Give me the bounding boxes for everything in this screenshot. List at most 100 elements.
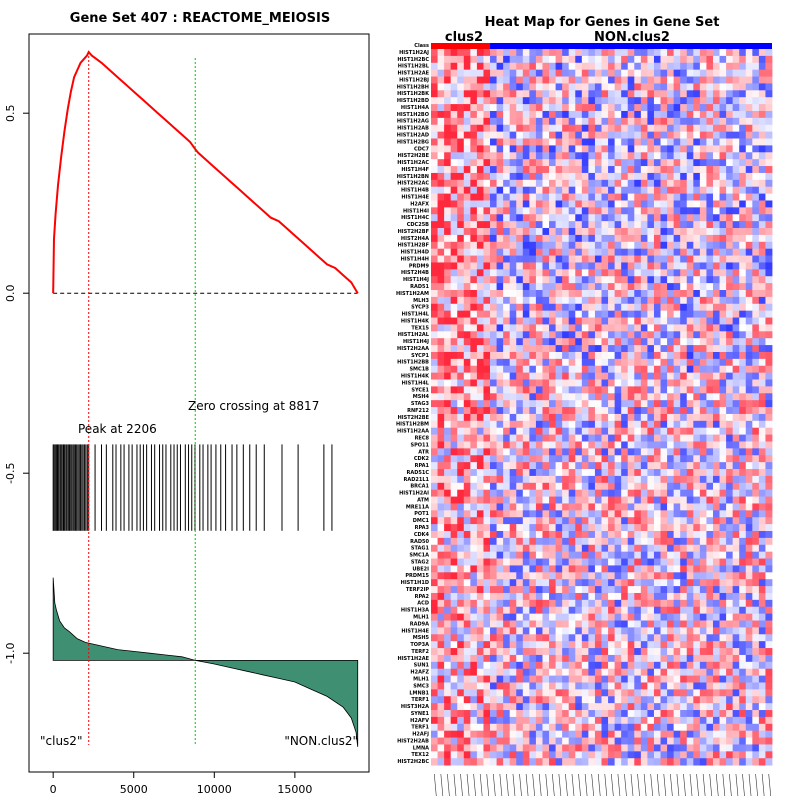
heatmap-cell (745, 83, 753, 91)
heatmap-cell (594, 365, 602, 374)
heatmap-cell (535, 104, 543, 112)
heatmap-cell (444, 324, 452, 332)
heatmap-cell (712, 110, 720, 119)
heatmap-cell (509, 482, 517, 491)
heatmap-cell (614, 634, 622, 642)
heatmap-cell (509, 496, 517, 504)
heatmap-cell (503, 234, 511, 243)
heatmap-cell (673, 668, 681, 676)
heatmap-cell (706, 682, 714, 690)
heatmap-cell (745, 510, 753, 518)
heatmap-cell (535, 689, 543, 697)
heatmap-cell (581, 537, 589, 546)
heatmap-cell (608, 138, 616, 146)
heatmap-cell (699, 138, 707, 146)
heatmap-cell (752, 634, 760, 642)
heatmap-cell (457, 592, 465, 601)
heatmap-cell (614, 606, 622, 615)
heatmap-cell (437, 193, 445, 201)
heatmap-cell (450, 592, 458, 601)
heatmap-cell (601, 193, 609, 201)
heatmap-cell (549, 207, 556, 215)
heatmap-cell (483, 138, 491, 146)
heatmap-cell (503, 469, 511, 477)
heatmap-cell (444, 586, 452, 594)
heatmap-cell (699, 551, 707, 559)
heatmap-cell (568, 145, 576, 153)
heatmap-cell (503, 152, 511, 160)
heatmap-cell (549, 290, 556, 298)
heatmap-cell (745, 441, 753, 449)
heatmap-cell (726, 386, 734, 394)
heatmap-cell (575, 641, 583, 649)
heatmap-cell (614, 152, 622, 160)
heatmap-cell (496, 200, 504, 208)
heatmap-cell (667, 193, 675, 201)
heatmap-cell (765, 351, 773, 360)
heatmap-cell (614, 592, 622, 601)
heatmap-cell (594, 689, 602, 697)
heatmap-cell (680, 393, 688, 401)
heatmap-cell (503, 69, 511, 77)
heatmap-cell (463, 620, 471, 628)
heatmap-cell (522, 551, 530, 559)
heatmap-cell (529, 248, 537, 256)
heatmap-cell (647, 537, 655, 546)
heatmap-cell (529, 393, 537, 401)
heatmap-cell (437, 90, 445, 98)
heatmap-cell (522, 675, 530, 683)
heatmap-cell (575, 269, 583, 277)
heatmap-cell (503, 90, 511, 98)
heatmap-cell (634, 586, 642, 594)
heatmap-cell (496, 179, 504, 188)
heatmap-cell (667, 214, 675, 222)
heatmap-cell (516, 358, 524, 367)
heatmap-cell (739, 544, 747, 553)
heatmap-cell (699, 290, 707, 298)
heatmap-cell (745, 544, 753, 553)
heatmap-cell (732, 572, 740, 580)
heatmap-cell (732, 290, 740, 298)
heatmap-cell (476, 586, 484, 594)
heatmap-cell (490, 351, 497, 360)
heatmap-cell (712, 351, 720, 360)
heatmap-cell (745, 496, 753, 504)
heatmap-cell (450, 606, 458, 615)
heatmap-cell (686, 172, 694, 181)
heatmap-cell (712, 166, 720, 174)
heatmap-cell (503, 310, 511, 318)
heatmap-cell (431, 365, 438, 374)
heatmap-cell (444, 338, 452, 346)
heatmap-cell (614, 345, 622, 353)
heatmap-cell (712, 200, 720, 208)
heatmap-cell (686, 496, 694, 504)
heatmap-cell (496, 599, 504, 608)
heatmap-cell (444, 207, 452, 215)
heatmap-cell (699, 276, 707, 284)
heatmap-cell (765, 661, 773, 670)
heatmap-cell (653, 228, 661, 236)
heatmap-cell (476, 62, 484, 71)
heatmap-cell (450, 131, 458, 139)
heatmap-cell (726, 166, 734, 174)
heatmap-cell (673, 455, 681, 463)
heatmap-cell (542, 634, 550, 642)
heatmap-cell (594, 668, 602, 676)
heatmap-cell (535, 641, 543, 649)
heatmap-cell (608, 248, 616, 256)
heatmap-cell (739, 475, 747, 484)
heatmap-cell (745, 228, 753, 236)
heatmap-cell (476, 193, 484, 201)
heatmap-cell (732, 393, 740, 401)
heatmap-cell (549, 462, 556, 470)
heatmap-cell (522, 572, 530, 580)
heatmap-cell (476, 358, 484, 367)
heatmap-cell (529, 124, 537, 133)
heatmap-cell (522, 97, 530, 105)
heatmap-cell (608, 413, 616, 422)
heatmap-cell (752, 668, 760, 676)
heatmap-cell (529, 689, 537, 697)
heatmap-cell (693, 193, 701, 201)
heatmap-cell (739, 200, 747, 208)
heatmap-cell (745, 296, 753, 305)
